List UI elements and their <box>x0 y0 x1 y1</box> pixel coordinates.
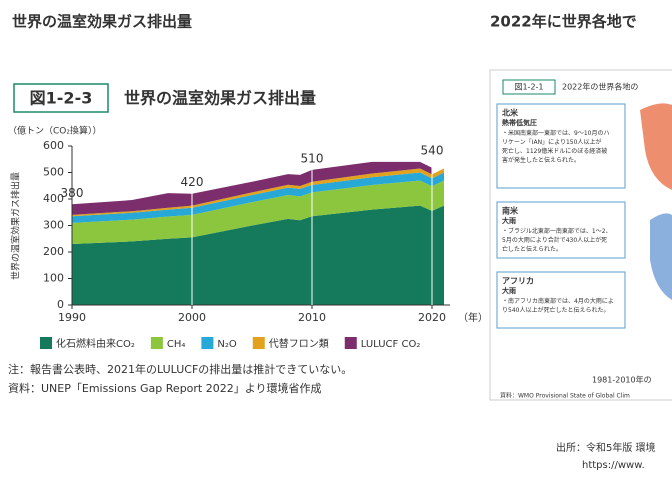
right-header: 2022年に世界各地で <box>490 13 637 31</box>
card-region: 北米 <box>502 108 519 118</box>
legend-swatch <box>201 337 214 349</box>
legend-label: 化石燃料由来CO₂ <box>56 337 135 350</box>
legend-swatch <box>40 337 52 349</box>
x-tick-label: 2000 <box>178 311 206 324</box>
x-tick-label: 2010 <box>298 311 326 324</box>
source: 資料：UNEP「Emissions Gap Report 2022」より環境省作… <box>8 381 322 395</box>
legend-label: 代替フロン類 <box>269 337 329 350</box>
figure-badge <box>13 83 109 113</box>
x-tick-label: 1990 <box>58 311 86 324</box>
annotation: 540 <box>421 143 444 157</box>
note: 注：報告書公表時、2021年のLULUCFの排出量は推計できていない。 <box>8 362 352 376</box>
map-cold <box>650 213 672 300</box>
area <box>72 168 444 217</box>
y-unit: （億トン（CO₂換算）） <box>8 125 101 137</box>
y-tick-label: 400 <box>43 192 64 205</box>
right-source: 資料：WMO Provisional State of Global Clim <box>500 392 630 400</box>
y-tick-label: 600 <box>43 139 64 152</box>
card-region: 南米 <box>502 206 519 216</box>
right-caption: 1981-2010年の <box>592 375 652 385</box>
card-region: アフリカ <box>502 277 534 286</box>
card-event: 大雨 <box>502 286 516 295</box>
right-figure-no: 図1-2-1 <box>514 83 543 92</box>
card-event: 大雨 <box>502 216 516 225</box>
x-unit: （年） <box>458 311 488 324</box>
legend-swatch <box>252 337 265 349</box>
card-event: 熱帯低気圧 <box>502 118 537 127</box>
card-text: ・米国南東部一東部では、9～10月のハリケーン「IAN」により150人以上が死亡… <box>502 129 609 164</box>
card-text: ・ブラジル北東部一南東部では、1～2、 5月の大雨により合計で430人以上が死亡し… <box>502 227 612 253</box>
area <box>72 205 444 305</box>
footer-url: https://www. <box>582 460 645 471</box>
y-tick-label: 500 <box>43 166 64 179</box>
left-header: 世界の温室効果ガス排出量 <box>12 13 192 31</box>
legend-label: N₂O <box>217 339 236 350</box>
card <box>496 201 626 259</box>
card <box>496 271 626 329</box>
area <box>72 161 432 215</box>
card <box>496 103 626 189</box>
y-tick-label: 0 <box>57 298 64 311</box>
right-figure-title: 2022年の世界各地の <box>562 82 638 92</box>
y-axis-label: 世界の温室効果ガス排出量 <box>10 172 22 280</box>
legend-label: LULUCF CO₂ <box>361 339 421 350</box>
annotation: 420 <box>181 175 204 189</box>
y-tick-label: 300 <box>43 219 64 232</box>
annotation: 380 <box>61 186 84 200</box>
x-tick-label: 2020 <box>418 311 446 324</box>
map-heat <box>640 103 672 190</box>
figure-title: 世界の温室効果ガス排出量 <box>124 89 316 108</box>
y-tick-label: 200 <box>43 245 64 258</box>
footer-source: 出所：令和5年版 環境 <box>556 441 656 454</box>
card-text: ・南アフリカ南東部では、4月の大雨により540人以上が死亡したと伝えられた。 <box>502 297 614 314</box>
legend-label: CH₄ <box>167 339 186 350</box>
area <box>72 180 444 245</box>
area <box>72 172 444 223</box>
legend-swatch <box>150 337 163 349</box>
right-badge <box>502 79 556 95</box>
legend-swatch <box>344 337 357 349</box>
y-tick-label: 100 <box>43 272 64 285</box>
figure-no: 図1-2-3 <box>30 89 93 108</box>
annotation: 510 <box>301 151 324 165</box>
